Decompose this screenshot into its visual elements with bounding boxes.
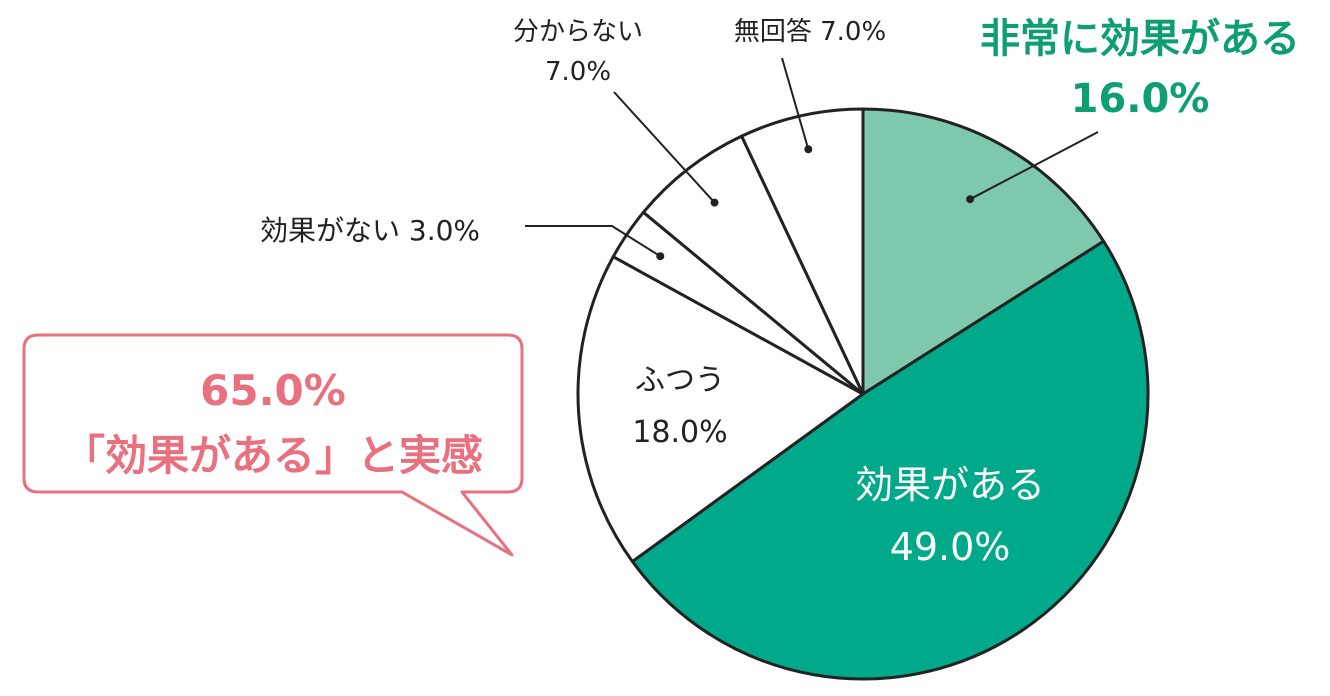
- slice-value-effective: 49.0%: [890, 525, 1011, 569]
- slice-value-very-effective: 16.0%: [1071, 76, 1210, 122]
- slice-label-not-effective: 効果がない 3.0%: [260, 214, 480, 247]
- leader-dot-very-effective: [966, 195, 975, 204]
- callout-outline: [22, 333, 524, 557]
- no-answer-spacer: [812, 17, 820, 47]
- leader-not-effective: [525, 225, 661, 258]
- slice-label-unknown: 分からない: [513, 17, 643, 47]
- not-effective-spacer: [400, 214, 409, 247]
- leader-unknown: [613, 91, 716, 204]
- leader-lines: [525, 57, 1099, 261]
- slice-label-very-effective: 非常に効果がある: [980, 16, 1300, 62]
- no-answer-value: 7.0%: [820, 17, 886, 47]
- leader-dot-no-answer: [804, 145, 813, 154]
- pie-slices: [576, 107, 1150, 681]
- callout-message: 「効果がある」と実感: [63, 431, 483, 480]
- callout-bubble: 65.0% 「効果がある」と実感: [22, 333, 524, 557]
- leader-dot-unknown: [710, 198, 719, 207]
- pie-slice-5: [740, 107, 865, 396]
- slice-label-effective: 効果がある: [855, 463, 1045, 507]
- leader-very-effective: [969, 131, 1099, 201]
- no-answer-name: 無回答: [734, 17, 812, 47]
- pie-slice-2: [576, 255, 865, 564]
- leader-no-answer: [781, 57, 810, 150]
- pie-slice-4: [641, 134, 865, 396]
- not-effective-value: 3.0%: [409, 214, 480, 247]
- not-effective-name: 効果がない: [260, 214, 400, 247]
- callout-percent: 65.0%: [200, 366, 346, 415]
- slice-label-normal: ふつう: [635, 363, 725, 398]
- slice-label-no-answer: 無回答 7.0%: [734, 17, 886, 47]
- slice-value-normal: 18.0%: [632, 415, 727, 450]
- slice-value-unknown: 7.0%: [545, 57, 611, 87]
- pie-slice-1: [630, 239, 1150, 681]
- leader-dot-not-effective: [656, 252, 665, 261]
- pie-slice-0: [861, 107, 1106, 396]
